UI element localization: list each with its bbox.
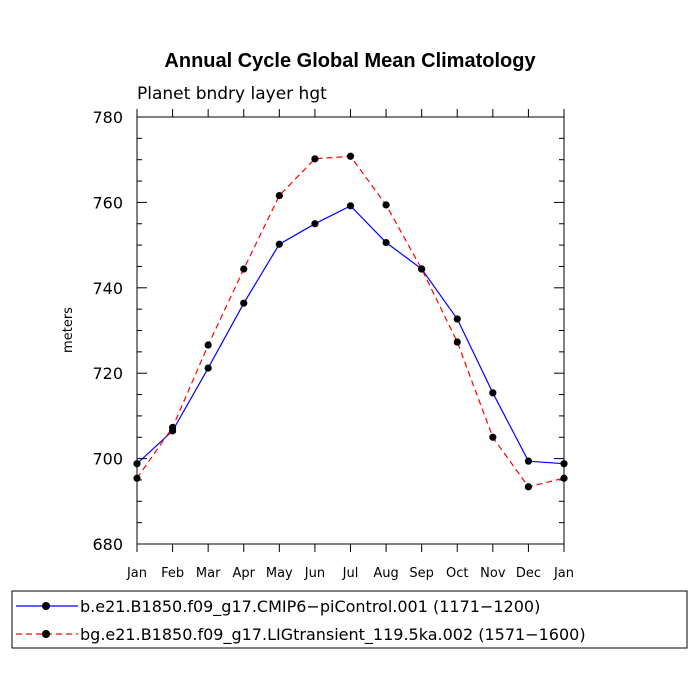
x-tick-label: Feb <box>161 566 184 581</box>
x-tick-label: Aug <box>373 566 398 581</box>
data-point-series-2 <box>133 474 141 482</box>
x-tick-label: Mar <box>196 566 221 581</box>
legend-marker-series-1 <box>42 602 50 610</box>
x-tick-label: Dec <box>516 566 541 581</box>
data-point-series-1 <box>275 240 283 248</box>
chart-title: Annual Cycle Global Mean Climatology <box>164 50 536 72</box>
x-tick-label: Apr <box>233 566 256 581</box>
data-point-series-2 <box>560 474 568 482</box>
x-tick-label: Jan <box>126 566 147 581</box>
y-tick-label: 720 <box>92 364 123 383</box>
x-tick-label: Oct <box>446 566 468 581</box>
y-tick-labels: 680 700 720 740 760 780 <box>92 108 123 554</box>
data-point-series-1 <box>489 389 497 397</box>
data-point-series-2 <box>204 341 212 349</box>
x-tick-label: May <box>266 566 293 581</box>
x-tick-labels: Jan Feb Mar Apr May Jun Jul Aug Sep Oct Nov Dec Jan <box>126 566 574 581</box>
data-point-series-2 <box>275 191 283 200</box>
legend-label-series-1: b.e21.B1850.f09_g17.CMIP6−piControl.001 … <box>80 597 540 617</box>
data-point-series-1 <box>346 202 355 210</box>
x-tick-label: Jan <box>553 566 574 581</box>
data-point-series-1 <box>133 460 141 468</box>
data-point-series-1 <box>311 220 319 228</box>
data-point-series-2 <box>453 338 461 346</box>
y-tick-label: 740 <box>92 279 123 298</box>
series-layer <box>133 152 568 491</box>
series-line-1 <box>136 205 565 465</box>
data-point-series-1 <box>560 460 568 468</box>
legend-marker-series-2 <box>42 630 50 638</box>
legend-label-series-2: bg.e21.B1850.f09_g17.LIGtransient_119.5k… <box>80 625 586 645</box>
data-point-series-2 <box>311 155 319 163</box>
data-point-series-2 <box>524 483 533 491</box>
data-point-series-1 <box>524 457 533 465</box>
data-point-series-2 <box>418 265 426 273</box>
y-tick-label: 780 <box>92 108 123 127</box>
plot-frame <box>136 116 565 545</box>
y-tick-label: 680 <box>92 535 123 554</box>
x-tick-label: Jul <box>342 566 359 581</box>
data-point-series-2 <box>382 201 390 209</box>
data-point-series-1 <box>382 238 390 247</box>
data-point-series-2 <box>240 265 248 273</box>
y-tick-label: 760 <box>92 193 123 212</box>
data-point-series-2 <box>168 423 177 432</box>
y-tick-label: 700 <box>92 450 123 469</box>
legend-box <box>11 590 688 649</box>
chart-subtitle: Planet bndry layer hgt <box>137 84 327 104</box>
x-tick-label: Jun <box>304 566 325 581</box>
data-point-series-2 <box>346 152 355 160</box>
data-point-series-2 <box>489 433 497 441</box>
data-point-series-1 <box>240 299 248 307</box>
x-tick-label: Nov <box>480 566 506 581</box>
x-tick-label: Sep <box>409 566 434 581</box>
data-point-series-1 <box>204 364 212 372</box>
y-axis-label: meters <box>61 307 76 353</box>
data-point-series-1 <box>453 315 461 323</box>
axis-ticks <box>136 109 565 552</box>
